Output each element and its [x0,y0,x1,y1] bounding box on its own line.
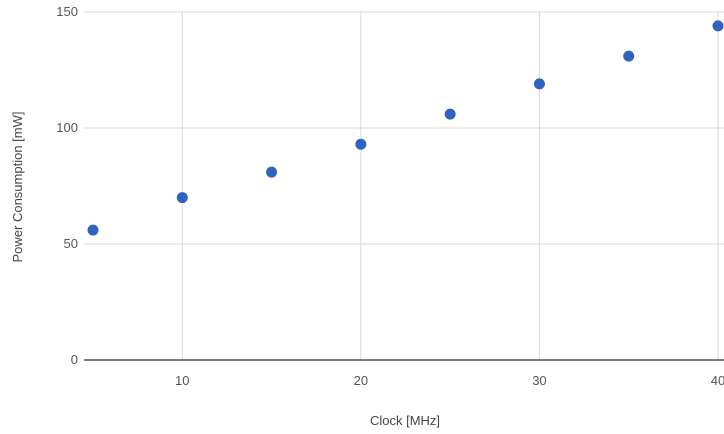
data-point [266,166,278,178]
x-tick-label: 40 [711,373,724,388]
data-points [87,20,724,236]
data-point [623,50,635,62]
data-point [444,108,456,120]
y-tick-label: 50 [64,236,78,251]
y-tick-label: 100 [56,120,78,135]
data-point [355,138,367,150]
data-point [533,78,545,90]
chart-grid [84,11,724,360]
x-tick-label: 30 [532,373,546,388]
x-tick-label: 10 [175,373,189,388]
data-point [712,20,724,32]
data-point [176,192,188,204]
y-tick-label: 0 [71,352,78,367]
y-tick-label: 150 [56,4,78,19]
y-axis: 0 50 100 150 [56,4,78,367]
y-axis-title: Power Consumption [mW] [10,112,25,263]
x-axis-title: Clock [MHz] [370,413,440,428]
x-axis: 10 20 30 40 [175,373,724,388]
x-tick-label: 20 [354,373,368,388]
data-point [87,224,99,236]
